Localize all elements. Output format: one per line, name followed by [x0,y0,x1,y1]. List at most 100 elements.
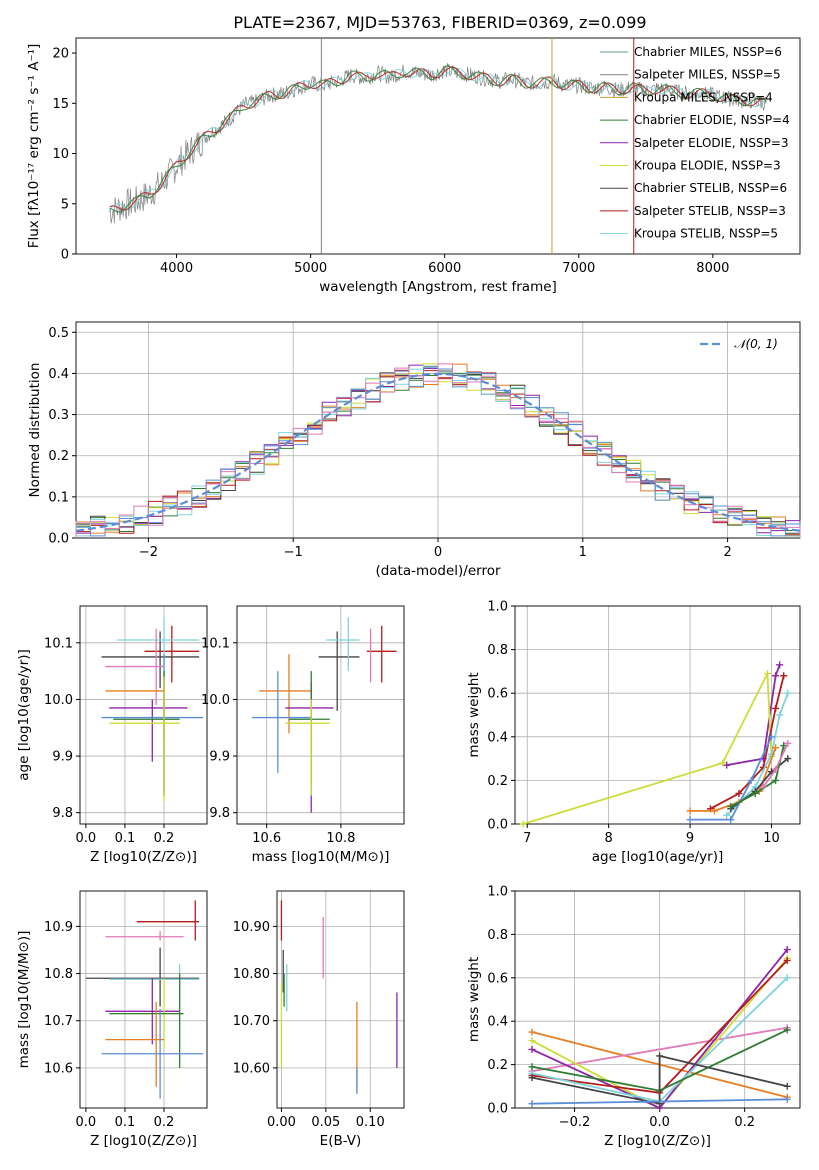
series-point [772,744,780,752]
y-tick-label: 10.90 [233,920,270,935]
y-axis-label: mass [log10(M/M⊙)] [16,931,32,1069]
legend-label: Salpeter ELODIE, NSSP=3 [634,136,789,150]
series-line [522,670,773,825]
plot-frame [514,605,801,825]
x-axis-label: Z [log10(Z/Z⊙)] [604,1133,711,1149]
series-point [719,759,727,767]
series-point [727,816,735,824]
series-point [528,1100,536,1108]
series-point [656,1052,664,1060]
x-tick-label: 7000 [562,261,595,276]
series-point [783,956,791,964]
x-tick-label: 7 [523,831,531,846]
x-tick-label: 0.00 [267,1115,296,1130]
y-tick-label: 0.2 [48,449,69,464]
series-point [784,755,792,763]
y-tick-label: 10.70 [233,1014,270,1029]
y-tick-label: 0.6 [487,971,508,986]
mass-vs-extinction-chart: 0.00 0.05 0.10 10.60 10.70 10.80 10.90 E(B-V) [233,890,405,1149]
y-tick-label: 0.3 [48,408,69,423]
x-axis-label: Z [log10(Z/Z⊙)] [90,1133,197,1149]
age-vs-mass-chart: 10.6 10.8 9.8 9.9 10.0 10.1 mass [log10(M/M⊙)] [201,605,405,865]
series-point [528,1063,536,1071]
y-tick-label: 9.8 [52,806,73,821]
series-point [723,811,731,819]
plot-frame [75,321,801,539]
series-point [776,711,784,719]
y-tick-label: 0.0 [48,532,69,547]
plot-frame [79,605,208,825]
y-tick-label: 10.0 [44,693,73,708]
plot-frame [236,605,405,825]
y-tick-label: 9.8 [209,806,230,821]
y-tick-label: 10.9 [44,920,73,935]
series-point [783,1026,791,1034]
series-point [772,776,780,784]
y-tick-label: 0.4 [48,367,69,382]
legend-label: Salpeter STELIB, NSSP=3 [634,204,786,218]
plot-frame [276,890,405,1109]
y-tick-label: 9.9 [52,750,73,765]
y-tick-label: 0.6 [487,687,508,702]
y-tick-label: 0.0 [487,1102,508,1117]
legend-label: Kroupa ELODIE, NSSP=3 [634,159,781,173]
y-tick-label: 10.8 [44,967,73,982]
x-tick-label: −2 [139,545,158,560]
x-tick-label: 0 [434,545,442,560]
mass-vs-metallicity-chart: 0.0 0.1 0.2 10.6 10.7 10.8 10.9 Z [log10(Z/Z⊙)]… [16,890,208,1149]
series-point [772,766,780,773]
spectrum-title: PLATE=2367, MJD=53763, FIBERID=0369, z=0… [233,13,646,32]
series-point [727,803,735,811]
series-point [772,704,780,712]
y-tick-label: 10 [52,147,69,162]
y-tick-label: 20 [52,47,69,62]
x-tick-label: 0.1 [115,831,136,846]
y-tick-label: 10.1 [201,636,230,651]
series-point [776,661,784,669]
series-point [772,672,780,680]
plot-frame [79,890,208,1109]
mass-weight-vs-age-chart: 7 8 9 10 0.0 0.2 0.4 0.6 0.8 1.0 age [log10(age/yr… [466,600,801,865]
series-point [784,689,792,697]
x-tick-label: 0.2 [154,1115,175,1130]
series-point [723,761,731,769]
y-axis-label: Flux [fλ10⁻¹⁷ erg cm⁻² s⁻¹ A⁻¹] [26,44,42,249]
x-tick-label: 0.1 [115,1115,136,1130]
spectrum-chart: 4000 5000 6000 7000 8000 0 5 10 15 20 wavelength [… [26,37,801,295]
x-tick-label: 0.0 [649,1115,670,1130]
series-point [759,783,767,791]
x-tick-label: 0.0 [76,1115,97,1130]
series-line [531,1098,788,1105]
series-point [783,1095,791,1103]
series-point [735,789,743,797]
x-tick-label: 1 [579,545,587,560]
x-axis-label: Z [log10(Z/Z⊙)] [90,849,197,865]
x-axis-label: mass [log10(M/M⊙)] [252,849,390,865]
x-axis-label: wavelength [Angstrom, rest frame] [319,279,557,295]
x-tick-label: 10 [763,831,780,846]
legend-label: Chabrier ELODIE, NSSP=4 [634,113,790,127]
plot-frame [75,37,801,255]
x-tick-label: 0.0 [76,831,97,846]
x-tick-label: 6000 [428,261,461,276]
x-tick-label: 0.05 [311,1115,340,1130]
x-tick-label: −0.2 [559,1115,591,1130]
plot-frame [514,890,801,1109]
legend-label: 𝒩(0, 1) [734,337,778,351]
x-tick-label: 9 [686,831,694,846]
series-point [783,974,791,982]
series-line [726,692,789,816]
x-tick-label: 10.6 [252,831,281,846]
x-tick-label: 10.8 [326,831,355,846]
y-tick-label: 10.60 [233,1061,270,1076]
y-tick-label: 0.5 [48,326,69,341]
x-tick-label: 8 [605,831,613,846]
y-tick-label: 1.0 [487,600,508,615]
series-point [528,1037,536,1045]
series-point [686,807,694,815]
series-point [783,946,791,954]
y-axis-label: mass weight [466,957,482,1042]
legend-label: Kroupa MILES, NSSP=4 [634,90,773,104]
series-point [763,670,771,678]
